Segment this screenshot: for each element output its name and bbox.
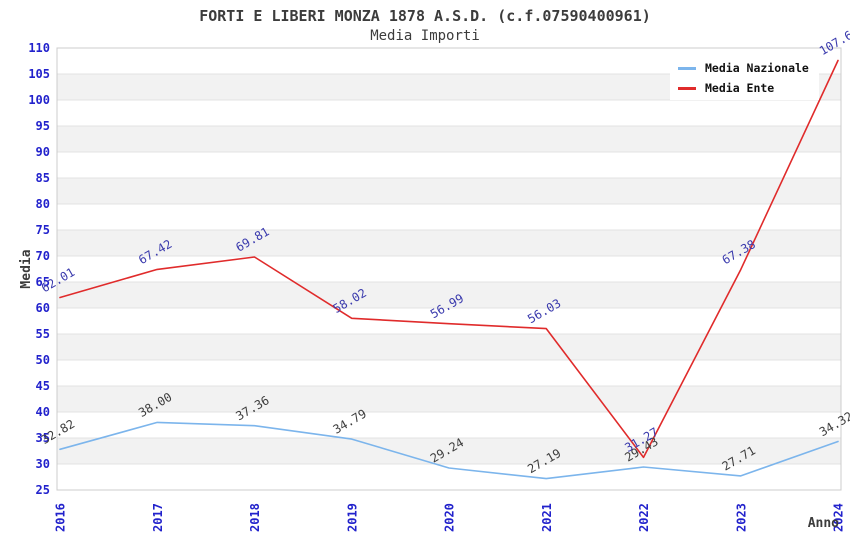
gridlines xyxy=(57,73,841,465)
series-line-media-ente xyxy=(59,59,839,459)
axis-titles: Media Anno xyxy=(19,249,839,531)
x-axis-tick-labels: 2016 2017 2018 2019 2020 2021 2022 2023 2024 xyxy=(54,503,846,532)
svg-text:2022: 2022 xyxy=(637,503,651,532)
series-line-media-nazionale xyxy=(59,421,839,480)
svg-text:85: 85 xyxy=(36,171,50,185)
svg-text:35: 35 xyxy=(36,431,50,445)
svg-text:30: 30 xyxy=(36,457,50,471)
svg-text:2020: 2020 xyxy=(443,503,457,532)
legend-item-media-nazionale: Media Nazionale xyxy=(678,61,809,75)
svg-text:100: 100 xyxy=(28,93,50,107)
svg-text:80: 80 xyxy=(36,197,50,211)
media-nazionale-swatch xyxy=(678,66,696,70)
plot-bands xyxy=(57,74,841,464)
x-axis-title: Anno xyxy=(808,516,839,531)
y-axis-title: Media xyxy=(19,249,34,288)
svg-text:2018: 2018 xyxy=(248,503,262,532)
svg-text:75: 75 xyxy=(36,223,50,237)
chart-title: FORTI E LIBERI MONZA 1878 A.S.D. (c.f.07… xyxy=(199,7,651,25)
media-ente-swatch xyxy=(678,86,696,90)
svg-text:2023: 2023 xyxy=(734,503,748,532)
legend: Media Nazionale Media Ente xyxy=(670,58,819,100)
legend-item-media-ente: Media Ente xyxy=(678,81,809,95)
svg-text:40: 40 xyxy=(36,405,50,419)
svg-text:2019: 2019 xyxy=(345,503,359,532)
plot-border xyxy=(56,47,842,491)
legend-label-media-nazionale: Media Nazionale xyxy=(705,61,809,75)
svg-text:90: 90 xyxy=(36,145,50,159)
y-axis-tick-labels: 25 30 35 40 45 50 55 60 65 70 75 80 85 90 95 100 105 110 xyxy=(28,41,50,497)
svg-text:25: 25 xyxy=(36,483,50,497)
svg-text:105: 105 xyxy=(28,67,50,81)
svg-text:50: 50 xyxy=(36,353,50,367)
svg-text:34.32: 34.32 xyxy=(817,409,850,439)
svg-text:45: 45 xyxy=(36,379,50,393)
svg-text:2016: 2016 xyxy=(54,503,68,532)
chart-subtitle: Media Importi xyxy=(370,28,480,44)
svg-text:2017: 2017 xyxy=(151,503,165,532)
svg-text:2024: 2024 xyxy=(832,503,846,532)
svg-text:65: 65 xyxy=(36,275,50,289)
svg-text:55: 55 xyxy=(36,327,50,341)
svg-text:70: 70 xyxy=(36,249,50,263)
svg-text:110: 110 xyxy=(28,41,50,55)
svg-text:2021: 2021 xyxy=(540,503,554,532)
svg-text:95: 95 xyxy=(36,119,50,133)
legend-label-media-ente: Media Ente xyxy=(705,81,775,95)
svg-text:60: 60 xyxy=(36,301,50,315)
